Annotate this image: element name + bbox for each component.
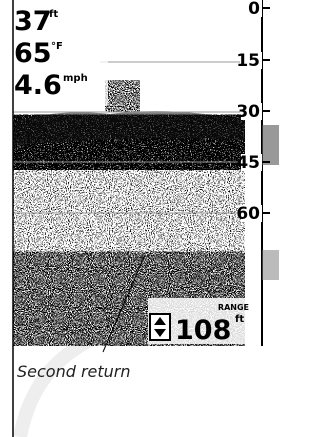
range-unit: ft: [235, 314, 244, 325]
depth-scale-label: 60: [236, 204, 260, 224]
flasher: [262, 125, 279, 165]
temp-unit: °F: [51, 41, 63, 52]
annotation: Second return: [17, 362, 131, 381]
depth-scale-label: 45: [236, 153, 260, 173]
speed-unit: mph: [63, 73, 88, 84]
depth-value: 37: [14, 6, 52, 37]
range-label: RANGE: [218, 303, 249, 312]
depth-unit: ft: [49, 9, 58, 20]
depth-scale-label: 0: [248, 0, 260, 19]
depth-scale-label: 30: [236, 102, 260, 122]
temp-value: 65: [14, 38, 52, 69]
range-value: 108: [175, 315, 231, 346]
speed-value: 4.6: [14, 70, 62, 101]
depth-scale-label: 15: [236, 51, 260, 71]
flasher: [262, 250, 279, 280]
